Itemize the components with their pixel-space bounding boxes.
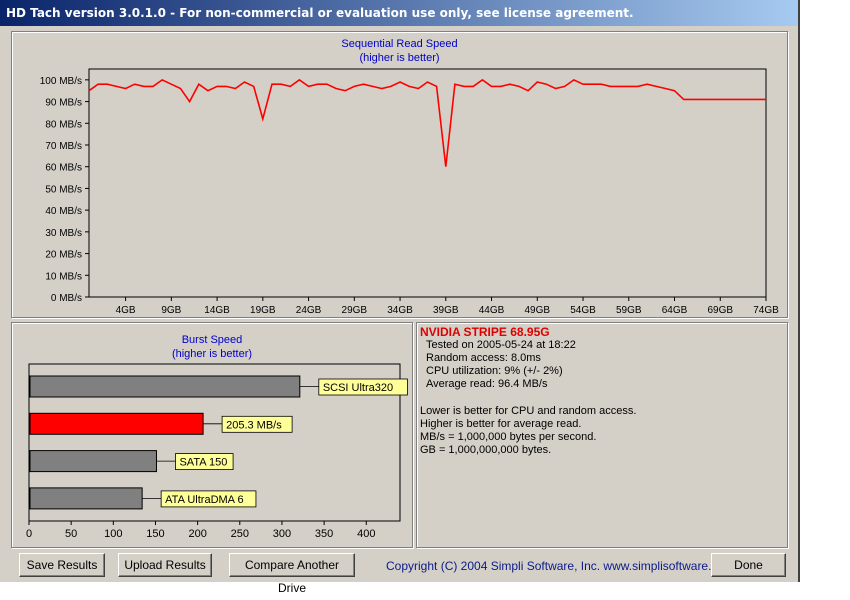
compare-drive-label: Compare Another Drive	[244, 558, 340, 595]
burst-bar-label: 205.3 MB/s	[226, 419, 282, 431]
seq-chart-title: Sequential Read Speed	[341, 38, 458, 50]
burst-x-tick-label: 350	[315, 528, 333, 540]
results-info-panel: NVIDIA STRIPE 68.95G Tested on 2005-05-2…	[416, 322, 788, 548]
burst-x-tick-label: 50	[65, 528, 77, 540]
burst-bar-label: SATA 150	[179, 457, 227, 469]
seq-y-tick-label: 10 MB/s	[45, 271, 82, 282]
seq-y-tick-label: 40 MB/s	[45, 206, 82, 217]
drive-name: NVIDIA STRIPE 68.95G	[420, 325, 550, 339]
seq-x-tick-label: 44GB	[479, 305, 505, 316]
seq-y-tick-label: 100 MB/s	[40, 76, 82, 87]
seq-x-tick-label: 29GB	[342, 305, 368, 316]
seq-read-series-line	[88, 78, 766, 167]
average-read: Average read: 96.4 MB/s	[426, 378, 548, 390]
seq-x-tick-label: 4GB	[116, 305, 136, 316]
seq-x-tick-label: 19GB	[250, 305, 276, 316]
cpu-utilization: CPU utilization: 9% (+/- 2%)	[426, 365, 563, 377]
sequential-read-chart: 0 MB/s 10 MB/s 20 MB/s 30 MB/s 40 MB/s 50 MB/…	[40, 68, 779, 316]
burst-x-tick-label: 0	[26, 528, 32, 540]
burst-bar-label: ATA UltraDMA 6	[165, 494, 243, 506]
upload-results-label: Upload Results	[124, 558, 206, 572]
seq-x-tick-label: 49GB	[524, 305, 550, 316]
seq-chart-subtitle: (higher is better)	[359, 52, 440, 64]
burst-bar	[29, 487, 143, 510]
tested-on: Tested on 2005-05-24 at 18:22	[426, 339, 576, 351]
burst-speed-chart: 0 50 100 150 200 250 300 350 400 SCSI Ultra320 205…	[26, 363, 408, 540]
burst-label-box	[221, 415, 293, 433]
burst-bar	[29, 375, 301, 398]
seq-y-tick-label: 80 MB/s	[45, 119, 82, 130]
burst-chart-title: Burst Speed	[181, 334, 243, 346]
burst-bar	[29, 450, 157, 473]
note-lower-better: Lower is better for CPU and random acces…	[420, 405, 637, 417]
compare-drive-button[interactable]: Compare Another Drive	[229, 553, 355, 595]
burst-x-tick-label: 200	[188, 528, 206, 540]
seq-x-tick-label: 59GB	[616, 305, 642, 316]
window-title: HD Tach version 3.0.1.0 - For non-commer…	[0, 0, 798, 26]
seq-y-tick-label: 30 MB/s	[45, 228, 82, 239]
seq-plot-area	[88, 68, 767, 298]
seq-y-tick-label: 70 MB/s	[45, 141, 82, 152]
burst-x-tick-label: 250	[231, 528, 249, 540]
burst-x-tick-label: 100	[104, 528, 122, 540]
done-label: Done	[734, 558, 763, 572]
note-gb-definition: GB = 1,000,000,000 bytes.	[420, 444, 552, 456]
seq-x-tick-label: 24GB	[296, 305, 322, 316]
burst-label-box	[318, 378, 408, 396]
seq-x-tick-label: 74GB	[753, 305, 779, 316]
seq-x-tick-label: 54GB	[570, 305, 596, 316]
burst-x-tick-label: 300	[273, 528, 291, 540]
upload-results-button[interactable]: Upload Results	[118, 553, 212, 577]
seq-y-tick-label: 20 MB/s	[45, 250, 82, 261]
seq-y-tick-label: 60 MB/s	[45, 163, 82, 174]
seq-x-tick-label: 69GB	[707, 305, 733, 316]
burst-chart-subtitle: (higher is better)	[171, 348, 253, 360]
seq-y-tick-label: 0 MB/s	[51, 293, 82, 304]
done-button[interactable]: Done	[711, 553, 786, 577]
copyright-text[interactable]: Copyright (C) 2004 Simpli Software, Inc.…	[386, 559, 735, 573]
burst-label-box	[160, 490, 257, 508]
hdtach-window: HD Tach version 3.0.1.0 - For non-commer…	[0, 0, 800, 595]
burst-x-tick-label: 400	[357, 528, 375, 540]
seq-x-tick-label: 9GB	[161, 305, 181, 316]
burst-label-box	[175, 453, 234, 471]
seq-x-tick-label: 64GB	[662, 305, 688, 316]
seq-x-tick-label: 14GB	[204, 305, 230, 316]
seq-x-tick-label: 34GB	[387, 305, 413, 316]
sequential-read-panel: Sequential Read Speed (higher is better)…	[11, 31, 788, 318]
save-results-label: Save Results	[26, 558, 98, 572]
burst-bar	[29, 412, 204, 435]
seq-y-tick-label: 50 MB/s	[45, 184, 82, 195]
random-access: Random access: 8.0ms	[426, 352, 541, 364]
save-results-button[interactable]: Save Results	[19, 553, 105, 577]
seq-x-tick-label: 39GB	[433, 305, 459, 316]
burst-bar-label: SCSI Ultra320	[323, 382, 393, 394]
seq-y-tick-label: 90 MB/s	[45, 98, 82, 109]
burst-speed-panel: Burst Speed (higher is better) 0 50 100 150…	[11, 322, 413, 548]
note-mbs-definition: MB/s = 1,000,000 bytes per second.	[420, 431, 597, 443]
burst-x-tick-label: 150	[146, 528, 164, 540]
note-higher-better: Higher is better for average read.	[420, 418, 582, 430]
